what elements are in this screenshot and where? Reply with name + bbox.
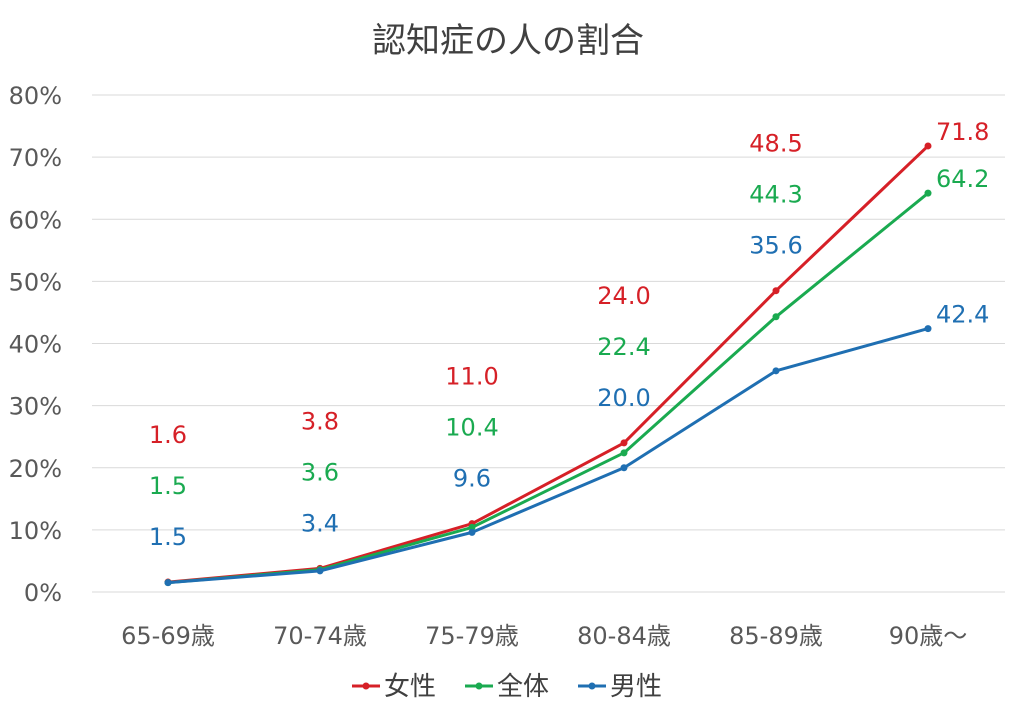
data-label: 48.5	[749, 130, 802, 158]
data-point	[772, 313, 780, 321]
y-tick-label: 50%	[9, 268, 62, 296]
data-label: 3.8	[301, 407, 339, 435]
y-tick-label: 70%	[9, 144, 62, 172]
y-tick-label: 20%	[9, 455, 62, 483]
y-tick-label: 0%	[24, 579, 62, 607]
legend-label: 全体	[497, 672, 549, 702]
legend-label: 女性	[384, 672, 436, 702]
y-tick-label: 10%	[9, 517, 62, 545]
data-label: 22.4	[597, 333, 650, 361]
data-point	[164, 579, 172, 587]
x-tick-label: 70-74歳	[273, 622, 367, 650]
data-label: 20.0	[597, 384, 650, 412]
legend-item: 全体	[465, 672, 549, 702]
data-point	[620, 449, 628, 457]
data-point	[316, 567, 324, 575]
legend: 女性 全体 男性	[352, 672, 662, 702]
data-point	[924, 325, 932, 333]
data-label: 44.3	[749, 181, 802, 209]
series-layer	[164, 142, 932, 587]
y-axis-ticks: 0% 10% 20% 30% 40% 50% 60% 70% 80%	[9, 82, 62, 607]
data-point	[468, 528, 476, 536]
y-tick-label: 60%	[9, 206, 62, 234]
data-label: 71.8	[936, 118, 989, 146]
data-label: 64.2	[936, 165, 989, 193]
data-point	[924, 142, 932, 150]
x-tick-label: 90歳〜	[889, 622, 968, 650]
data-point	[924, 189, 932, 197]
legend-marker	[588, 682, 596, 690]
data-label: 35.6	[749, 232, 802, 260]
data-label: 24.0	[597, 282, 650, 310]
x-tick-label: 75-79歳	[425, 622, 519, 650]
legend-item: 男性	[578, 672, 662, 702]
data-point	[620, 439, 628, 447]
legend-marker	[362, 682, 370, 690]
data-label: 10.4	[445, 414, 498, 442]
data-point	[468, 523, 476, 531]
series-line	[167, 144, 930, 584]
legend-label: 男性	[610, 672, 662, 702]
data-label: 1.5	[149, 523, 187, 551]
data-label: 3.6	[301, 458, 339, 486]
x-tick-label: 80-84歳	[577, 622, 671, 650]
data-point	[772, 367, 780, 375]
data-point	[772, 287, 780, 295]
data-label: 1.6	[149, 421, 187, 449]
x-axis-ticks: 65-69歳 70-74歳 75-79歳 80-84歳 85-89歳 90歳〜	[121, 622, 967, 650]
y-tick-label: 30%	[9, 393, 62, 421]
x-tick-label: 65-69歳	[121, 622, 215, 650]
data-label: 11.0	[445, 363, 498, 391]
series-line	[167, 191, 929, 585]
y-tick-label: 80%	[9, 82, 62, 110]
chart-title: 認知症の人の割合	[372, 21, 644, 61]
data-label: 3.4	[301, 509, 339, 537]
data-point	[620, 464, 628, 472]
series-line	[167, 327, 929, 585]
data-label: 1.5	[149, 472, 187, 500]
data-label: 42.4	[936, 301, 989, 329]
legend-item: 女性	[352, 672, 436, 702]
y-tick-label: 40%	[9, 331, 62, 359]
x-tick-label: 85-89歳	[729, 622, 823, 650]
legend-marker	[475, 682, 483, 690]
data-label: 9.6	[453, 465, 491, 493]
gridlines	[92, 94, 1005, 593]
data-labels: 1.6 1.5 1.5 3.8 3.6 3.4 11.0 10.4 9.6 24.0 22.4 20.…	[149, 118, 990, 551]
